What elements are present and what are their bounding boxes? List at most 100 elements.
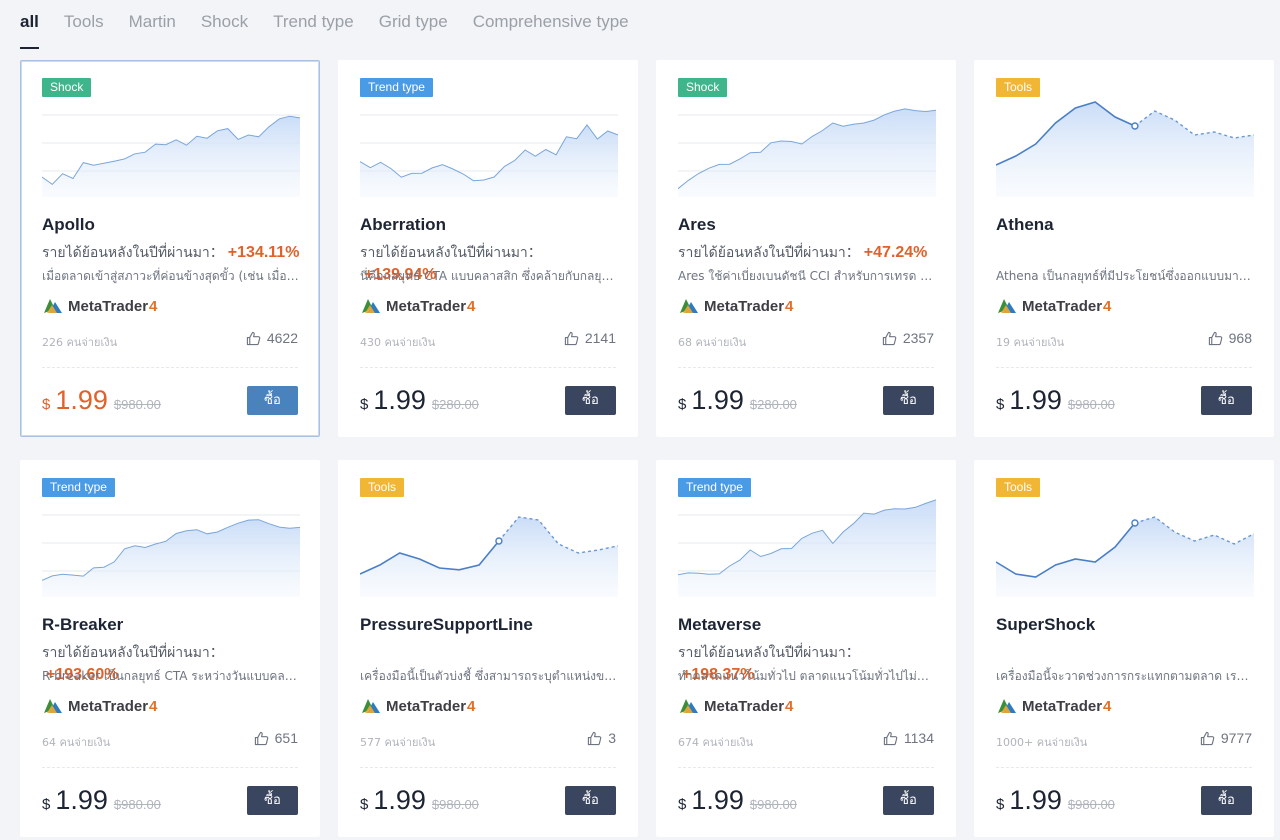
divider bbox=[678, 367, 934, 368]
thumbs-up-icon bbox=[588, 731, 602, 745]
performance-chart bbox=[996, 75, 1254, 197]
currency-symbol: $ bbox=[678, 396, 687, 413]
strategy-name: Metaverse bbox=[678, 615, 762, 634]
original-price: $980.00 bbox=[431, 797, 479, 812]
strategy-card-r-breaker[interactable]: Trend type R-Breaker รายได้ย้อนหลังในปีท… bbox=[20, 460, 320, 837]
platform-version: 4 bbox=[149, 697, 158, 715]
performance-chart bbox=[42, 75, 300, 197]
strategy-card-supershock[interactable]: Tools SuperShock เครื่องมือนี้จะวาดช่วงก… bbox=[974, 460, 1274, 837]
buy-button[interactable]: ซื้อ bbox=[1201, 786, 1252, 815]
strategy-card-apollo[interactable]: Shock Apollo รายได้ย้อนหลังในปีที่ผ่านมา… bbox=[20, 60, 320, 437]
tab-tools[interactable]: Tools bbox=[63, 12, 104, 31]
like-button[interactable]: 651 bbox=[254, 730, 298, 746]
current-price: 1.99 bbox=[373, 785, 426, 815]
performance-chart bbox=[996, 475, 1254, 597]
buy-button[interactable]: ซื้อ bbox=[247, 786, 298, 815]
strategy-card-aberration[interactable]: Trend type Aberration รายได้ย้อนหลังในปี… bbox=[338, 60, 638, 437]
divider bbox=[360, 367, 616, 368]
buy-button[interactable]: ซื้อ bbox=[565, 786, 616, 815]
strategy-card-athena[interactable]: Tools Athena Athena เป็นกลยุทธ์ที่มีประโ… bbox=[974, 60, 1274, 437]
return-row: รายได้ย้อนหลังในปีที่ผ่านมา： +134.11% bbox=[42, 242, 300, 264]
metatrader-icon bbox=[680, 699, 698, 713]
tab-grid-type[interactable]: Grid type bbox=[378, 12, 448, 31]
price-row: $ 1.99 $980.00 bbox=[42, 385, 161, 416]
thumbs-up-icon bbox=[254, 731, 268, 745]
like-button[interactable]: 3 bbox=[587, 730, 616, 746]
strategy-name: R-Breaker bbox=[42, 615, 124, 634]
price-row: $ 1.99 $980.00 bbox=[996, 785, 1115, 816]
strategy-description: R-breaker เป็นกลยุทธ์ CTA ระหว่างวันแบบค… bbox=[42, 669, 300, 683]
strategy-name: Apollo bbox=[42, 215, 95, 234]
like-button[interactable]: 2141 bbox=[564, 330, 616, 346]
payers-count: 674 คนจ่ายเงิน bbox=[678, 736, 754, 749]
platform-name: MetaTrader bbox=[68, 297, 149, 315]
strategy-name: Ares bbox=[678, 215, 716, 234]
strategy-description: นี่คือกลยุทธ์ CTA แบบคลาสสิก ซึ่งคล้ายกั… bbox=[360, 269, 618, 283]
divider bbox=[42, 367, 298, 368]
divider bbox=[360, 767, 616, 768]
return-row: รายได้ย้อนหลังในปีที่ผ่านมา： +198.37% bbox=[678, 642, 936, 683]
currency-symbol: $ bbox=[360, 396, 369, 413]
original-price: $280.00 bbox=[749, 397, 797, 412]
platform-version: 4 bbox=[1103, 297, 1112, 315]
strategy-card-pressuresupportline[interactable]: Tools PressureSupportLine เครื่องมือนี้เ… bbox=[338, 460, 638, 837]
buy-button[interactable]: ซื้อ bbox=[565, 386, 616, 415]
return-row bbox=[996, 242, 1254, 264]
category-badge: Trend type bbox=[42, 478, 115, 497]
return-label: รายได้ย้อนหลังในปีที่ผ่านมา： bbox=[42, 645, 224, 661]
payers-count: 64 คนจ่ายเงิน bbox=[42, 736, 111, 749]
price-row: $ 1.99 $280.00 bbox=[678, 385, 797, 416]
divider bbox=[42, 767, 298, 768]
buy-button[interactable]: ซื้อ bbox=[883, 786, 934, 815]
current-price: 1.99 bbox=[55, 785, 108, 815]
platform-version: 4 bbox=[467, 697, 476, 715]
metatrader-logo: MetaTrader 4 bbox=[42, 295, 157, 317]
payers-count: 19 คนจ่ายเงิน bbox=[996, 336, 1065, 349]
like-button[interactable]: 4622 bbox=[246, 330, 298, 346]
strategy-card-metaverse[interactable]: Trend type Metaverse รายได้ย้อนหลังในปีท… bbox=[656, 460, 956, 837]
return-value: +193.60% bbox=[46, 666, 119, 683]
payers-count: 68 คนจ่ายเงิน bbox=[678, 336, 747, 349]
category-tabs: all Tools Martin Shock Trend type Grid t… bbox=[20, 10, 654, 49]
tab-all[interactable]: all bbox=[20, 10, 39, 49]
current-price: 1.99 bbox=[691, 785, 744, 815]
payers-count: 577 คนจ่ายเงิน bbox=[360, 736, 436, 749]
tab-shock[interactable]: Shock bbox=[200, 12, 249, 31]
category-badge: Shock bbox=[678, 78, 728, 97]
current-price: 1.99 bbox=[1009, 385, 1062, 415]
price-row: $ 1.99 $980.00 bbox=[678, 785, 797, 816]
payers-count: 226 คนจ่ายเงิน bbox=[42, 336, 118, 349]
tab-trend-type[interactable]: Trend type bbox=[273, 12, 354, 31]
strategy-description: เครื่องมือนี้จะวาดช่วงการกระแทกตามตลาด เ… bbox=[996, 669, 1254, 683]
category-badge: Tools bbox=[996, 478, 1041, 497]
price-row: $ 1.99 $280.00 bbox=[360, 385, 479, 416]
price-row: $ 1.99 $980.00 bbox=[996, 385, 1115, 416]
strategy-grid: Shock Apollo รายได้ย้อนหลังในปีที่ผ่านมา… bbox=[20, 60, 1274, 837]
buy-button[interactable]: ซื้อ bbox=[247, 386, 298, 415]
currency-symbol: $ bbox=[360, 796, 369, 813]
strategy-description: Ares ใช้ค่าเบี่ยงเบนดัชนี CCI สำหรับการเ… bbox=[678, 269, 936, 283]
currency-symbol: $ bbox=[42, 396, 51, 413]
return-label: รายได้ย้อนหลังในปีที่ผ่านมา： bbox=[678, 645, 860, 661]
buy-button[interactable]: ซื้อ bbox=[883, 386, 934, 415]
tab-comprehensive-type[interactable]: Comprehensive type bbox=[472, 12, 629, 31]
current-price: 1.99 bbox=[691, 385, 744, 415]
metatrader-logo: MetaTrader 4 bbox=[678, 695, 793, 717]
return-row: รายได้ย้อนหลังในปีที่ผ่านมา： +47.24% bbox=[678, 242, 936, 264]
tab-martin[interactable]: Martin bbox=[128, 12, 176, 31]
return-value: +47.24% bbox=[863, 244, 928, 261]
currency-symbol: $ bbox=[996, 796, 1005, 813]
like-button[interactable]: 9777 bbox=[1200, 730, 1252, 746]
metatrader-logo: MetaTrader 4 bbox=[42, 695, 157, 717]
metatrader-icon bbox=[998, 299, 1016, 313]
return-row bbox=[996, 642, 1254, 664]
platform-name: MetaTrader bbox=[386, 697, 467, 715]
like-button[interactable]: 968 bbox=[1208, 330, 1252, 346]
like-button[interactable]: 2357 bbox=[882, 330, 934, 346]
like-button[interactable]: 1134 bbox=[883, 730, 934, 746]
buy-button[interactable]: ซื้อ bbox=[1201, 386, 1252, 415]
strategy-card-ares[interactable]: Shock Ares รายได้ย้อนหลังในปีที่ผ่านมา： +… bbox=[656, 60, 956, 437]
platform-version: 4 bbox=[785, 697, 794, 715]
category-badge: Trend type bbox=[678, 478, 751, 497]
return-value: +198.37% bbox=[682, 666, 755, 683]
